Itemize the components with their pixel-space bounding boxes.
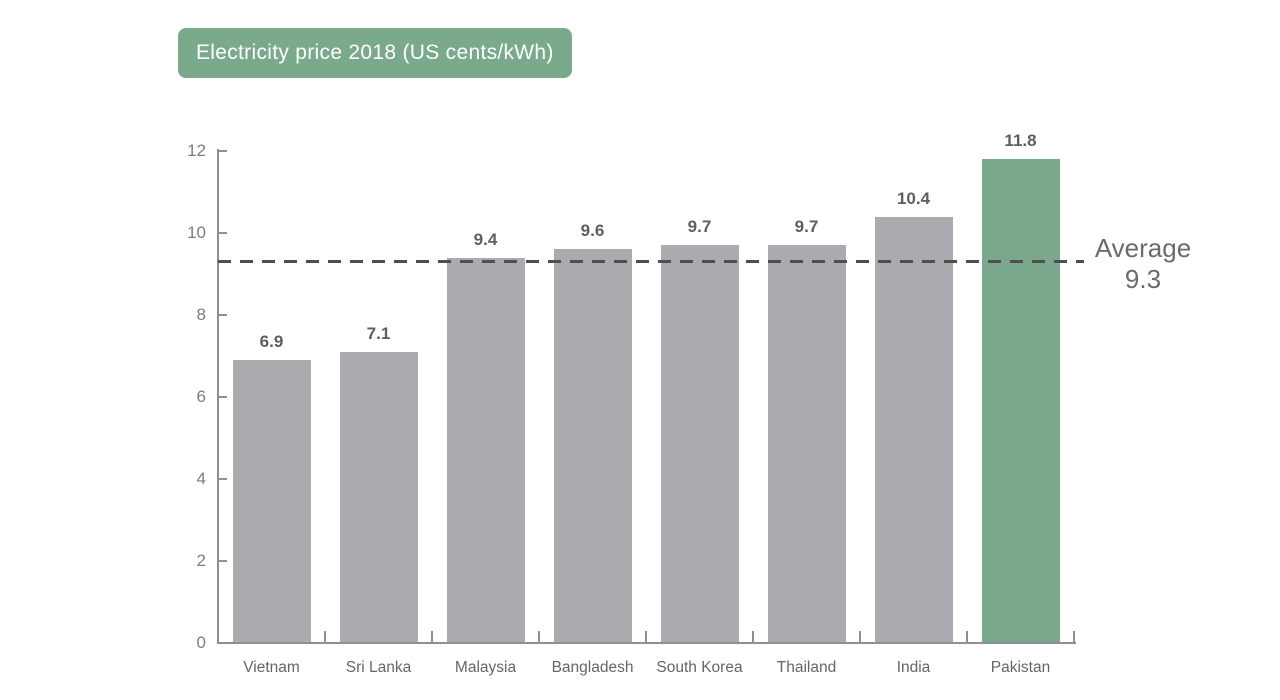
y-axis-tick — [219, 478, 227, 480]
x-axis-tick — [324, 631, 326, 643]
category-label: Malaysia — [454, 659, 517, 676]
y-axis-tick-label: 12 — [187, 141, 206, 160]
category-label: Pakistan — [990, 659, 1051, 676]
bar-value-label: 9.7 — [794, 217, 819, 237]
bar-value-label: 6.9 — [259, 332, 284, 352]
y-axis-tick-label: 10 — [187, 223, 206, 242]
category-label: Vietnam — [243, 659, 300, 676]
y-axis-tick-label: 8 — [196, 305, 206, 324]
bar-value-label: 9.6 — [580, 221, 605, 241]
y-axis-tick-label: 6 — [196, 387, 206, 406]
x-axis-tick — [966, 631, 968, 643]
bar — [660, 245, 739, 643]
x-axis-tick — [431, 631, 433, 643]
x-axis-tick — [1073, 631, 1075, 643]
bar — [446, 257, 525, 643]
bar-value-label: 10.4 — [896, 188, 931, 208]
average-annotation-label: Average — [1094, 233, 1192, 263]
y-axis-tick — [219, 150, 227, 152]
bar — [767, 245, 846, 643]
bar — [874, 216, 953, 643]
y-axis-tick — [219, 396, 227, 398]
bar-value-label: 11.8 — [1004, 131, 1037, 151]
bar — [553, 249, 632, 643]
bar — [232, 360, 311, 643]
y-axis — [217, 149, 219, 643]
category-label: Thailand — [776, 659, 837, 676]
category-label: South Korea — [656, 659, 743, 676]
y-axis-tick — [219, 560, 227, 562]
category-label: India — [896, 659, 931, 676]
bar-value-label: 7.1 — [366, 323, 391, 343]
x-axis-tick — [752, 631, 754, 643]
average-dashed-line — [218, 259, 1084, 263]
plot-area: Average 9.3 0 2 4 6 8 10 12 6.9 Vietnam 7.1 Sri La… — [187, 131, 1191, 676]
y-axis-tick-label: 2 — [196, 551, 206, 570]
bar-value-label: 9.4 — [473, 229, 498, 249]
y-axis-tick-label: 4 — [196, 469, 206, 488]
chart-title-badge: Electricity price 2018 (US cents/kWh) — [178, 28, 572, 78]
x-axis-tick — [859, 631, 861, 643]
x-axis-tick — [645, 631, 647, 643]
y-axis-tick — [219, 314, 227, 316]
bar — [339, 351, 418, 643]
average-annotation: Average 9.3 — [1083, 233, 1203, 295]
category-label: Sri Lanka — [345, 659, 412, 676]
category-label: Bangladesh — [551, 659, 634, 676]
x-axis-tick — [538, 631, 540, 643]
bar-highlighted — [981, 159, 1060, 643]
bar-value-label: 9.7 — [687, 217, 712, 237]
average-annotation-value: 9.3 — [1124, 264, 1162, 294]
x-axis — [217, 642, 1076, 644]
y-axis-tick — [219, 232, 227, 234]
y-axis-tick-label: 0 — [196, 633, 206, 652]
